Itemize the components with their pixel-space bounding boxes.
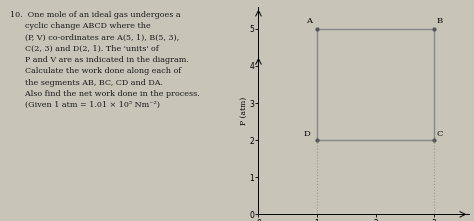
Text: D: D xyxy=(303,130,310,138)
Text: 10.  One mole of an ideal gas undergoes a
      cyclic change ABCD where the
   : 10. One mole of an ideal gas undergoes a… xyxy=(9,11,200,109)
Text: B: B xyxy=(437,17,443,25)
Text: A: A xyxy=(306,17,312,25)
Text: C: C xyxy=(437,130,443,138)
Y-axis label: P (atm): P (atm) xyxy=(240,96,248,125)
